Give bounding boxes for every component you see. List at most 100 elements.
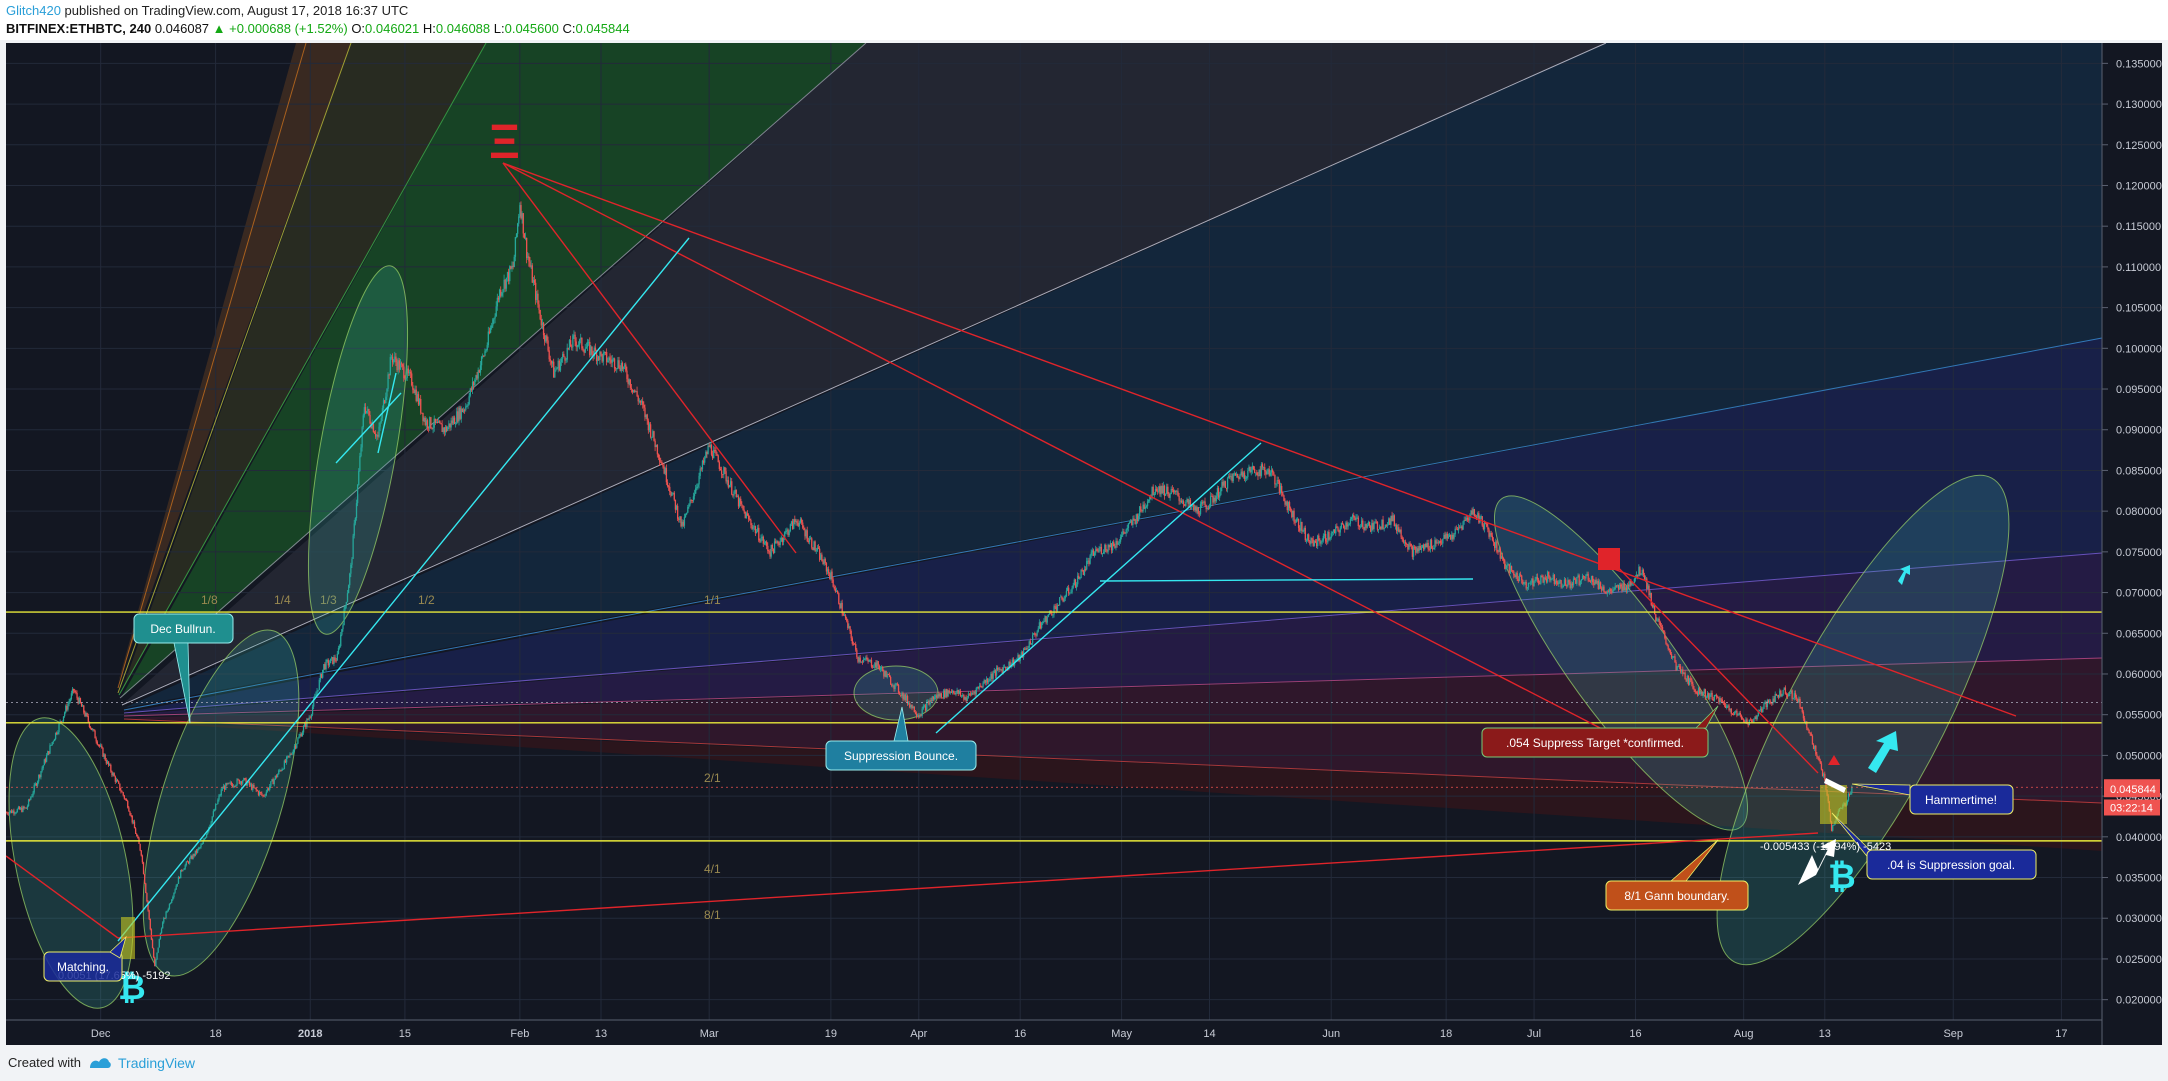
candle <box>127 799 129 809</box>
candle <box>1690 675 1692 683</box>
candle <box>1421 544 1424 549</box>
candle <box>123 794 126 800</box>
candle <box>1531 578 1533 586</box>
candle <box>8 811 11 817</box>
candle <box>389 353 391 376</box>
candle <box>45 753 48 763</box>
candle <box>1115 537 1117 551</box>
candle <box>1329 536 1331 542</box>
candle <box>806 526 808 543</box>
candle <box>1059 597 1061 606</box>
candle <box>1648 584 1650 598</box>
candle <box>803 525 805 531</box>
candle <box>1208 503 1211 510</box>
candle <box>931 695 933 702</box>
candle <box>958 689 961 695</box>
callout-04-goal[interactable]: .04 is Suppression goal. <box>1831 812 2037 880</box>
candle <box>142 861 145 875</box>
candle <box>1512 569 1514 574</box>
candle <box>1663 630 1665 633</box>
candle <box>683 513 686 529</box>
candle <box>439 419 441 424</box>
candle <box>458 405 460 426</box>
candle <box>1403 540 1406 546</box>
callout-hammertime[interactable]: Hammertime! <box>1851 783 2014 815</box>
candle <box>1734 711 1736 716</box>
candle <box>1070 589 1072 594</box>
candle <box>581 337 583 351</box>
candle <box>1336 523 1338 529</box>
candle <box>1398 524 1400 533</box>
callout-suppression-bounce[interactable]: Suppression Bounce. <box>825 706 977 771</box>
chart-canvas[interactable]: 1/8 1/4 1/3 1/2 1/12/14/18/1 Ξ₿₿ 0.1350000.1… <box>6 43 2162 1045</box>
candle <box>979 682 981 690</box>
callout-gann-boundary[interactable]: 8/1 Gann boundary. <box>1605 839 1749 911</box>
y-tick-label: 0.130000 <box>2116 99 2162 111</box>
candle <box>1081 567 1083 572</box>
candle <box>1155 486 1158 492</box>
candle <box>682 519 684 528</box>
y-tick-label: 0.085000 <box>2116 465 2162 477</box>
candle <box>1327 530 1329 545</box>
candle <box>1798 696 1800 704</box>
candle <box>1725 703 1727 709</box>
candle <box>1062 597 1064 603</box>
candle <box>47 750 49 756</box>
candle <box>1098 546 1100 553</box>
candle <box>509 265 511 285</box>
candle <box>69 697 71 704</box>
candle <box>983 678 985 684</box>
candle <box>317 689 319 693</box>
x-tick-label: Jul <box>1527 1028 1541 1040</box>
callout-054-confirmed-text: .054 Suppress Target *confirmed. <box>1506 736 1684 750</box>
candle <box>1574 576 1576 581</box>
candle <box>395 353 397 366</box>
candle <box>1400 526 1402 539</box>
candle <box>988 678 990 685</box>
candle <box>1113 539 1115 547</box>
candle <box>300 732 302 737</box>
author-link[interactable]: Glitch420 <box>6 3 61 18</box>
candle <box>263 794 265 797</box>
candle <box>990 671 992 682</box>
candle <box>285 755 288 765</box>
candle <box>153 947 155 958</box>
candle <box>1287 501 1290 514</box>
candle <box>1311 537 1313 544</box>
candle <box>1082 569 1084 576</box>
callout-054-confirmed[interactable]: .054 Suppress Target *confirmed. <box>1481 705 1719 758</box>
candle <box>505 277 508 292</box>
candle <box>751 523 753 531</box>
candle <box>1239 473 1241 480</box>
trend-line <box>117 832 1819 939</box>
candle <box>1072 582 1074 590</box>
candle <box>40 771 42 780</box>
candle <box>920 713 922 717</box>
candle <box>148 909 150 920</box>
candle <box>1308 533 1310 543</box>
candle <box>1073 578 1075 586</box>
candle <box>1114 543 1116 549</box>
candle <box>53 738 56 742</box>
candle <box>76 690 78 700</box>
candle <box>1349 516 1352 527</box>
candle <box>1455 525 1457 530</box>
candle <box>1109 540 1112 548</box>
tradingview-brand-link[interactable]: TradingView <box>118 1055 196 1071</box>
price-label-box <box>2104 781 2160 798</box>
candle <box>1292 510 1294 521</box>
candle <box>1333 529 1336 534</box>
candle <box>658 454 661 466</box>
callout-matching[interactable]: Matching. <box>43 935 127 982</box>
candle <box>471 377 474 395</box>
candle <box>1718 696 1720 705</box>
candle <box>290 752 292 755</box>
candle <box>718 460 721 472</box>
candle <box>1546 570 1549 584</box>
candle <box>288 755 290 758</box>
candle <box>1232 472 1234 484</box>
candle <box>597 354 599 366</box>
callout-dec-bullrun[interactable]: Dec Bullrun. <box>133 613 234 724</box>
candle <box>484 348 486 357</box>
candle <box>1380 526 1382 531</box>
